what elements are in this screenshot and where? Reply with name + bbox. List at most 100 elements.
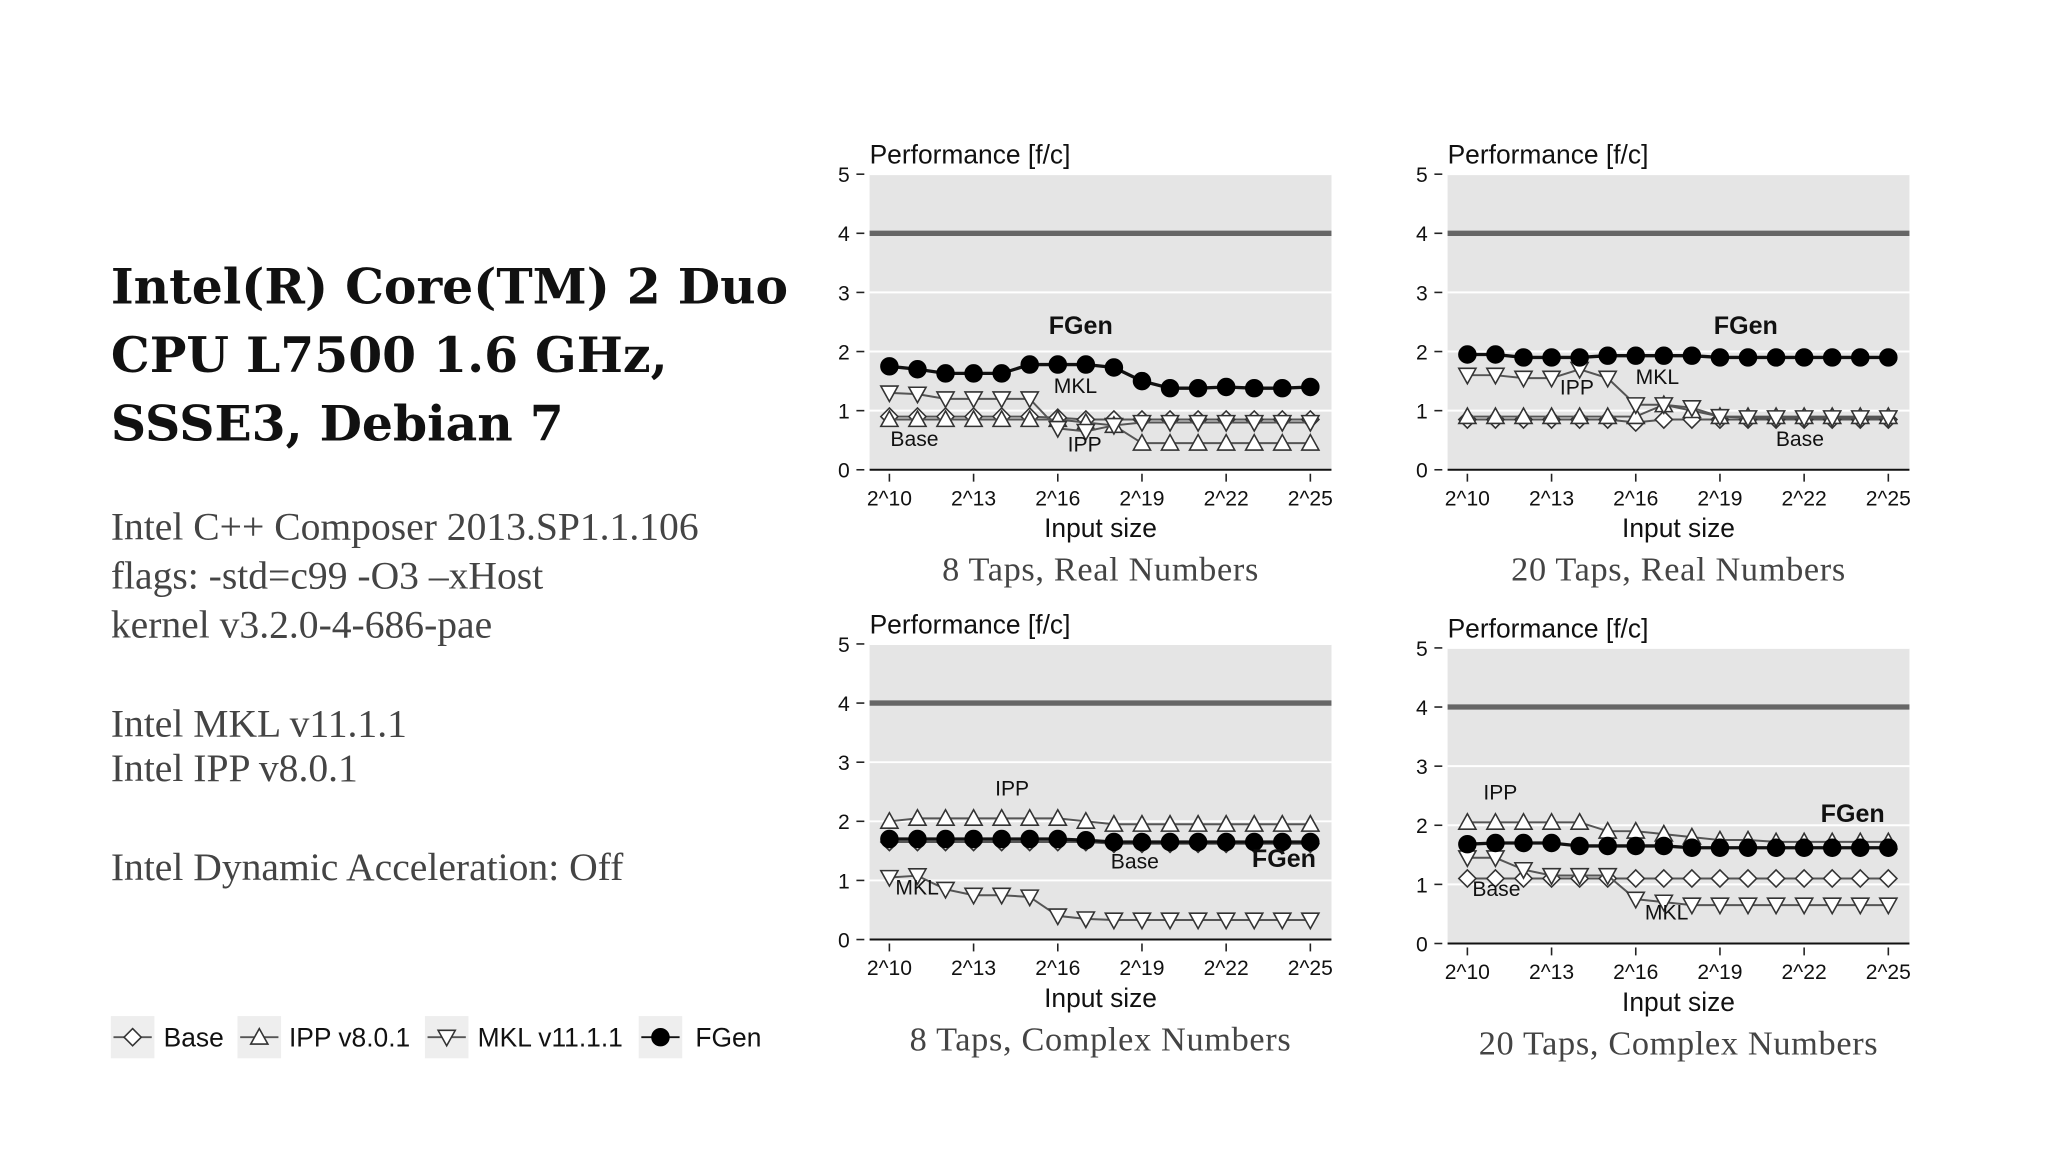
y-tick-label: 2: [838, 341, 850, 364]
annotation: FGen: [1252, 845, 1316, 873]
data-point: [1542, 833, 1561, 853]
data-point: [1188, 414, 1209, 433]
data-point: [1822, 868, 1842, 889]
data-point: [1458, 834, 1477, 854]
data-point: [1457, 367, 1478, 386]
y-axis-title: Performance [f/c]: [870, 609, 1071, 639]
annotation: Base: [1776, 428, 1824, 451]
note: flags: -std=c99 -O3 –xHost: [111, 554, 543, 598]
data-point: [936, 829, 955, 849]
chart-caption: 8 Taps, Real Numbers: [942, 551, 1259, 589]
data-point: [1076, 355, 1096, 374]
data-point: [991, 409, 1012, 428]
data-point: [1541, 406, 1562, 425]
series-line: [889, 391, 1311, 433]
data-point: [1300, 432, 1321, 451]
x-tick-label: 2^19: [1697, 961, 1742, 984]
data-point: [1132, 432, 1152, 451]
data-point: [963, 887, 984, 906]
data-point: [1300, 414, 1321, 433]
x-tick-label: 2^10: [867, 957, 912, 980]
data-point: [1019, 889, 1040, 908]
y-tick-label: 5: [1416, 164, 1428, 187]
data-point: [1598, 836, 1617, 856]
data-point: [1244, 912, 1265, 931]
plot-area: [1447, 174, 1910, 470]
data-point: [1625, 891, 1646, 910]
x-tick-label: 2^22: [1782, 487, 1827, 510]
data-point: [1132, 414, 1152, 433]
y-tick-label: 0: [838, 929, 850, 952]
annotation: Base: [890, 428, 938, 451]
note: Intel C++ Composer 2013.SP1.1.106: [111, 505, 699, 549]
y-tick-label: 3: [838, 752, 850, 775]
data-point: [1738, 410, 1758, 428]
data-point: [963, 808, 984, 827]
data-point: [1188, 912, 1209, 931]
data-point: [1710, 838, 1730, 857]
data-point: [1020, 355, 1039, 374]
legend-label: FGen: [695, 1022, 761, 1052]
data-point: [1851, 348, 1870, 367]
data-point: [1273, 832, 1292, 852]
x-tick-label: 2^13: [951, 487, 996, 510]
data-point: [1244, 414, 1265, 433]
data-point: [1132, 814, 1152, 832]
data-point: [1188, 814, 1209, 832]
data-point: [1486, 833, 1505, 853]
data-point: [1103, 417, 1124, 436]
legend-marker: [436, 1029, 457, 1048]
data-point: [1710, 897, 1730, 916]
data-point: [1766, 838, 1786, 857]
x-tick-label: 2^19: [1119, 487, 1164, 510]
note: Intel Dynamic Acceleration: Off: [111, 845, 624, 889]
data-point: [879, 811, 900, 829]
x-tick-label: 2^19: [1697, 487, 1742, 510]
data-point: [1457, 868, 1478, 889]
data-point: [935, 808, 956, 827]
x-tick-label: 2^16: [1613, 961, 1658, 984]
series-line: [889, 841, 1311, 845]
data-point: [1104, 832, 1124, 852]
chart-caption: 20 Taps, Complex Numbers: [1479, 1024, 1879, 1062]
data-point: [1244, 832, 1264, 852]
series-line: [1467, 403, 1889, 418]
data-point: [1160, 832, 1180, 852]
data-point: [1766, 897, 1786, 916]
x-axis-title: Input size: [1622, 513, 1735, 543]
chart-caption: 20 Taps, Real Numbers: [1511, 551, 1846, 589]
data-point: [1822, 897, 1843, 916]
legend-label: IPP v8.0.1: [289, 1022, 410, 1052]
data-point: [1485, 367, 1506, 386]
annotation: MKL: [895, 877, 939, 900]
x-tick-label: 2^25: [1866, 487, 1911, 510]
note: Intel IPP v8.0.1: [111, 746, 358, 790]
data-point: [1216, 432, 1237, 451]
data-point: [1300, 912, 1321, 931]
plot-area: [869, 643, 1332, 940]
data-point: [1075, 811, 1096, 829]
data-point: [1216, 814, 1237, 832]
data-point: [1019, 409, 1040, 428]
data-point: [1132, 832, 1152, 852]
note: Intel MKL v11.1.1: [111, 701, 407, 745]
data-point: [1710, 868, 1730, 889]
data-point: [1216, 912, 1237, 931]
data-point: [1822, 410, 1843, 428]
data-point: [1654, 409, 1674, 430]
y-tick-label: 0: [1416, 933, 1428, 956]
annotation: FGen: [1821, 800, 1885, 828]
data-point: [1850, 897, 1871, 916]
data-point: [1570, 836, 1589, 856]
data-point: [879, 869, 900, 888]
data-point: [907, 386, 928, 405]
data-point: [1244, 378, 1264, 398]
y-tick-label: 5: [838, 164, 850, 187]
annotation: FGen: [1049, 312, 1113, 340]
y-axis-title: Performance [f/c]: [1448, 613, 1649, 643]
data-point: [1301, 832, 1320, 852]
y-tick-label: 1: [1416, 401, 1428, 424]
y-tick-label: 3: [838, 282, 850, 305]
